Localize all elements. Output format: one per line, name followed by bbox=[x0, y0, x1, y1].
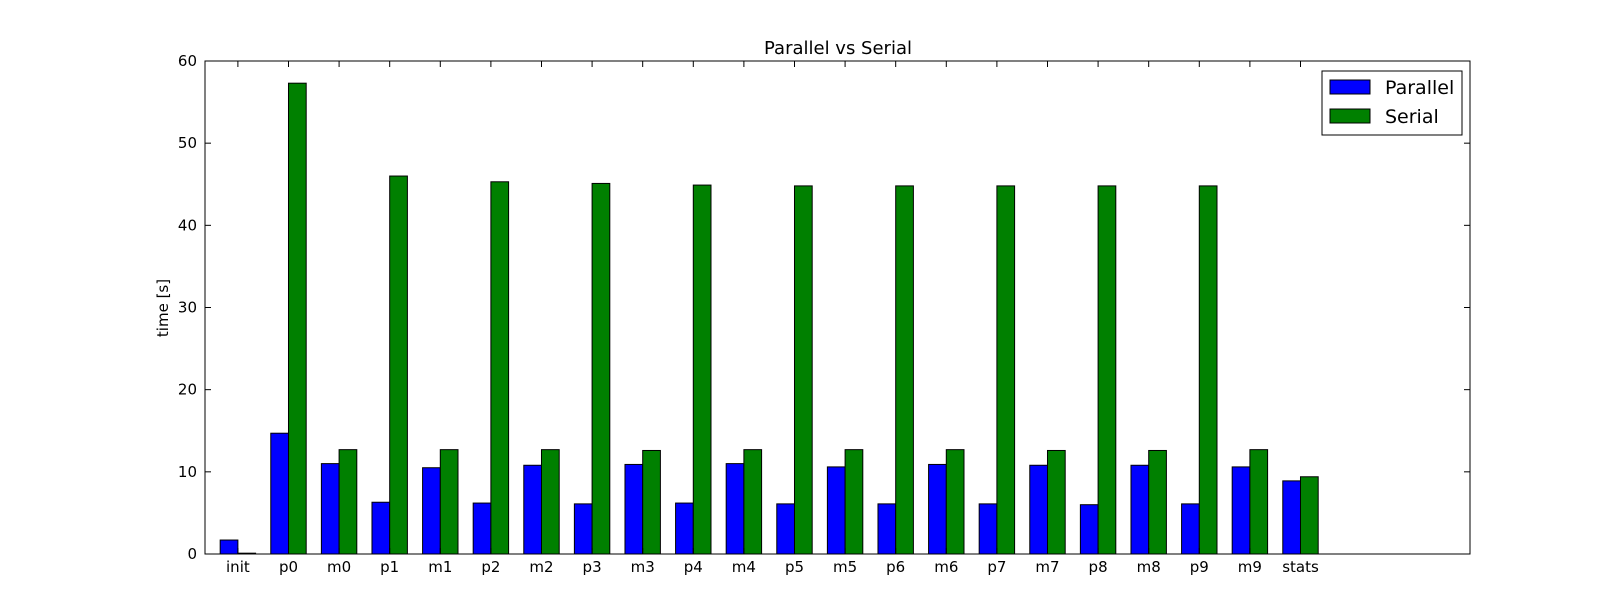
bar-parallel-p6 bbox=[877, 503, 897, 555]
bar-parallel-m1 bbox=[422, 467, 441, 555]
legend-swatch-serial bbox=[1329, 108, 1371, 124]
bar-serial-stats bbox=[1299, 476, 1319, 555]
bar-serial-m3 bbox=[642, 449, 661, 555]
x-tick-label-p1: p1 bbox=[380, 558, 399, 576]
bar-serial-p5 bbox=[793, 185, 813, 555]
bar-parallel-p2 bbox=[472, 502, 492, 555]
bar-serial-m8 bbox=[1148, 449, 1167, 555]
bar-serial-p9 bbox=[1198, 185, 1218, 555]
bar-serial-m7 bbox=[1046, 449, 1066, 555]
x-tick-label-m0: m0 bbox=[327, 558, 351, 576]
x-ticks-group: init p0 m0 p1 m1 p2 m2 p3 m3 p4 m4 p5 m5 p6 m6 p7 m7 p8 m8… bbox=[226, 61, 1319, 576]
x-tick-label-init: init bbox=[226, 558, 250, 576]
y-tick-label: 30 bbox=[178, 299, 197, 317]
bar-parallel-p9 bbox=[1181, 503, 1200, 555]
x-tick-label-m8: m8 bbox=[1137, 558, 1161, 576]
x-tick-label-m5: m5 bbox=[833, 558, 857, 576]
bar-parallel-init bbox=[219, 539, 239, 555]
y-tick-label: 0 bbox=[187, 545, 197, 563]
legend: Parallel Serial bbox=[1321, 70, 1463, 136]
bar-serial-p2 bbox=[490, 181, 510, 555]
bar-parallel-p8 bbox=[1079, 504, 1099, 555]
y-tick-label: 40 bbox=[178, 216, 197, 234]
x-tick-label-stats: stats bbox=[1282, 558, 1319, 576]
y-tick-label: 20 bbox=[178, 381, 197, 399]
bar-serial-m1 bbox=[439, 449, 459, 555]
x-tick-label-m4: m4 bbox=[732, 558, 756, 576]
chart-title: Parallel vs Serial bbox=[764, 38, 912, 59]
legend-swatch-parallel bbox=[1329, 79, 1371, 95]
bar-parallel-m4 bbox=[725, 463, 745, 555]
bar-serial-p7 bbox=[996, 185, 1016, 555]
bar-serial-p0 bbox=[287, 82, 307, 555]
bar-serial-m2 bbox=[540, 449, 560, 555]
x-tick-label-m1: m1 bbox=[428, 558, 452, 576]
x-tick-label-p8: p8 bbox=[1089, 558, 1108, 576]
x-tick-label-p3: p3 bbox=[583, 558, 602, 576]
x-tick-label-p5: p5 bbox=[785, 558, 804, 576]
x-tick-label-p4: p4 bbox=[684, 558, 703, 576]
bar-serial-m5 bbox=[844, 449, 864, 555]
bar-parallel-p4 bbox=[675, 502, 694, 555]
legend-label-serial: Serial bbox=[1385, 106, 1439, 128]
bar-parallel-p3 bbox=[573, 503, 593, 555]
bar-parallel-m2 bbox=[523, 464, 542, 555]
bar-parallel-m7 bbox=[1029, 464, 1048, 555]
x-tick-label-m7: m7 bbox=[1035, 558, 1059, 576]
bar-serial-p3 bbox=[591, 182, 611, 555]
y-tick-label: 50 bbox=[178, 134, 197, 152]
x-tick-label-p6: p6 bbox=[886, 558, 905, 576]
bar-serial-m4 bbox=[743, 449, 763, 555]
bar-parallel-m3 bbox=[624, 463, 644, 555]
bar-serial-m6 bbox=[945, 449, 965, 555]
bar-serial-m0 bbox=[338, 449, 358, 555]
y-ticks-group: 0 10 20 30 40 50 60 bbox=[178, 52, 1470, 563]
bar-parallel-p5 bbox=[776, 503, 795, 555]
bar-serial-m9 bbox=[1249, 449, 1269, 555]
x-tick-label-m9: m9 bbox=[1238, 558, 1262, 576]
bar-parallel-m9 bbox=[1231, 466, 1251, 555]
bar-parallel-m5 bbox=[826, 466, 846, 555]
bar-parallel-stats bbox=[1282, 480, 1301, 555]
bar-serial-p8 bbox=[1097, 185, 1117, 555]
x-tick-label-m6: m6 bbox=[934, 558, 958, 576]
x-tick-label-m3: m3 bbox=[631, 558, 655, 576]
bar-serial-p6 bbox=[895, 185, 914, 555]
x-tick-label-p7: p7 bbox=[987, 558, 1006, 576]
x-tick-label-p9: p9 bbox=[1190, 558, 1209, 576]
y-tick-label: 10 bbox=[178, 463, 197, 481]
x-tick-label-p2: p2 bbox=[481, 558, 500, 576]
y-tick-label: 60 bbox=[178, 52, 197, 70]
bars-group bbox=[219, 82, 1319, 555]
x-tick-label-p0: p0 bbox=[279, 558, 298, 576]
bar-parallel-p1 bbox=[371, 501, 391, 555]
bar-parallel-m0 bbox=[320, 463, 340, 555]
bar-parallel-p0 bbox=[270, 432, 289, 555]
y-axis-label: time [s] bbox=[154, 279, 172, 337]
bar-serial-p1 bbox=[389, 175, 408, 555]
bar-parallel-m6 bbox=[928, 463, 947, 555]
bar-parallel-m8 bbox=[1130, 464, 1150, 555]
bar-serial-p4 bbox=[692, 184, 712, 555]
x-tick-label-m2: m2 bbox=[529, 558, 553, 576]
plot-frame bbox=[204, 60, 1471, 555]
bar-parallel-p7 bbox=[978, 503, 998, 555]
legend-label-parallel: Parallel bbox=[1385, 77, 1454, 99]
